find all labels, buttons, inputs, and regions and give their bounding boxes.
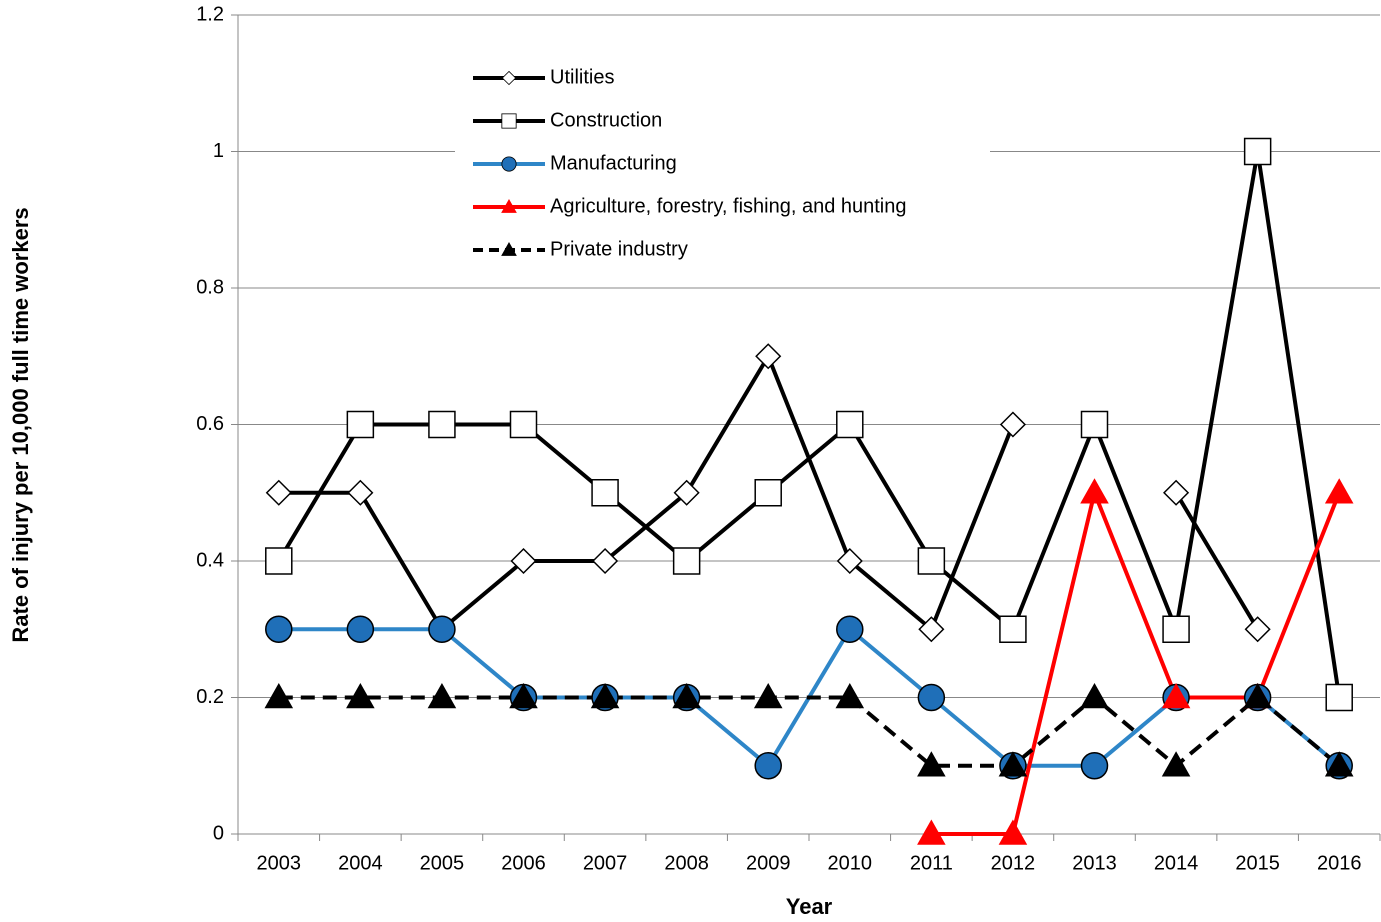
x-tick-label: 2016 xyxy=(1317,852,1362,874)
marker xyxy=(1324,478,1354,504)
marker xyxy=(265,615,293,643)
marker xyxy=(754,479,782,507)
marker xyxy=(673,479,700,506)
marker xyxy=(672,547,701,575)
marker xyxy=(509,410,538,439)
marker xyxy=(918,616,945,643)
marker xyxy=(672,682,701,709)
marker xyxy=(755,343,782,370)
marker xyxy=(836,615,864,643)
marker xyxy=(265,547,293,575)
marker xyxy=(1243,682,1272,709)
marker xyxy=(1161,682,1191,709)
marker xyxy=(753,682,783,709)
y-tick-label: 0.6 xyxy=(196,413,224,435)
legend-label: Agriculture, forestry, fishing, and hunt… xyxy=(550,195,906,217)
marker xyxy=(998,819,1028,845)
marker xyxy=(1161,751,1191,777)
marker xyxy=(836,410,864,439)
marker xyxy=(917,751,946,777)
marker xyxy=(346,410,375,439)
marker xyxy=(917,683,946,712)
legend: Utilities Construction Manufacturing Agricu… xyxy=(455,58,990,273)
y-axis-title: Rate of injury per 10,000 full time work… xyxy=(8,207,33,642)
x-tick-label: 2013 xyxy=(1072,852,1117,874)
marker xyxy=(1243,137,1272,166)
marker xyxy=(917,547,946,575)
y-tick-label: 0 xyxy=(213,822,224,844)
marker xyxy=(509,682,538,709)
x-tick-label: 2004 xyxy=(338,852,383,874)
x-tick-label: 2006 xyxy=(501,852,546,874)
y-tick-label: 1.2 xyxy=(196,3,224,25)
marker xyxy=(836,547,863,575)
marker xyxy=(1080,752,1109,780)
legend-label: Private industry xyxy=(550,238,688,260)
marker xyxy=(1325,683,1353,712)
legend-label: Manufacturing xyxy=(550,152,677,174)
marker xyxy=(1080,410,1109,439)
marker xyxy=(1162,615,1190,643)
x-tick-label: 2003 xyxy=(257,852,302,874)
marker xyxy=(346,682,375,709)
marker xyxy=(428,410,456,439)
legend-label: Construction xyxy=(550,109,662,131)
marker xyxy=(591,479,619,507)
x-tick-label: 2014 xyxy=(1154,852,1199,874)
marker xyxy=(999,411,1026,438)
marker xyxy=(1163,479,1190,506)
series-line xyxy=(278,694,1341,769)
marker xyxy=(1324,751,1354,777)
marker xyxy=(427,682,457,709)
marker xyxy=(754,752,782,780)
marker xyxy=(917,819,946,845)
x-tick-label: 2012 xyxy=(991,852,1036,874)
marker xyxy=(501,156,517,172)
y-tick-label: 0.4 xyxy=(196,549,224,571)
marker xyxy=(264,682,294,709)
marker xyxy=(347,479,374,506)
marker xyxy=(428,615,456,643)
y-tick-label: 1 xyxy=(213,140,224,162)
marker xyxy=(346,615,375,643)
x-tick-label: 2005 xyxy=(420,852,465,874)
marker xyxy=(501,199,517,213)
marker xyxy=(265,479,292,506)
legend-label: Utilities xyxy=(550,66,614,88)
y-tick-label: 0.2 xyxy=(196,686,224,708)
marker xyxy=(1080,478,1109,504)
marker xyxy=(1080,682,1109,709)
x-tick-label: 2011 xyxy=(910,852,953,874)
marker xyxy=(501,70,517,86)
marker xyxy=(592,547,619,575)
marker xyxy=(510,547,537,575)
marker xyxy=(999,615,1027,643)
x-tick-label: 2009 xyxy=(746,852,791,874)
x-axis-title: Year xyxy=(786,894,833,919)
marker xyxy=(835,682,865,709)
series-line xyxy=(931,486,1342,836)
y-tick-label: 0.8 xyxy=(196,276,224,298)
marker xyxy=(501,242,517,256)
x-tick-label: 2007 xyxy=(583,852,628,874)
marker xyxy=(501,113,517,129)
x-tick-label: 2010 xyxy=(828,852,873,874)
x-tick-label: 2008 xyxy=(664,852,709,874)
marker xyxy=(998,751,1028,777)
marker xyxy=(590,682,620,709)
marker xyxy=(1244,616,1271,643)
x-tick-label: 2015 xyxy=(1235,852,1280,874)
